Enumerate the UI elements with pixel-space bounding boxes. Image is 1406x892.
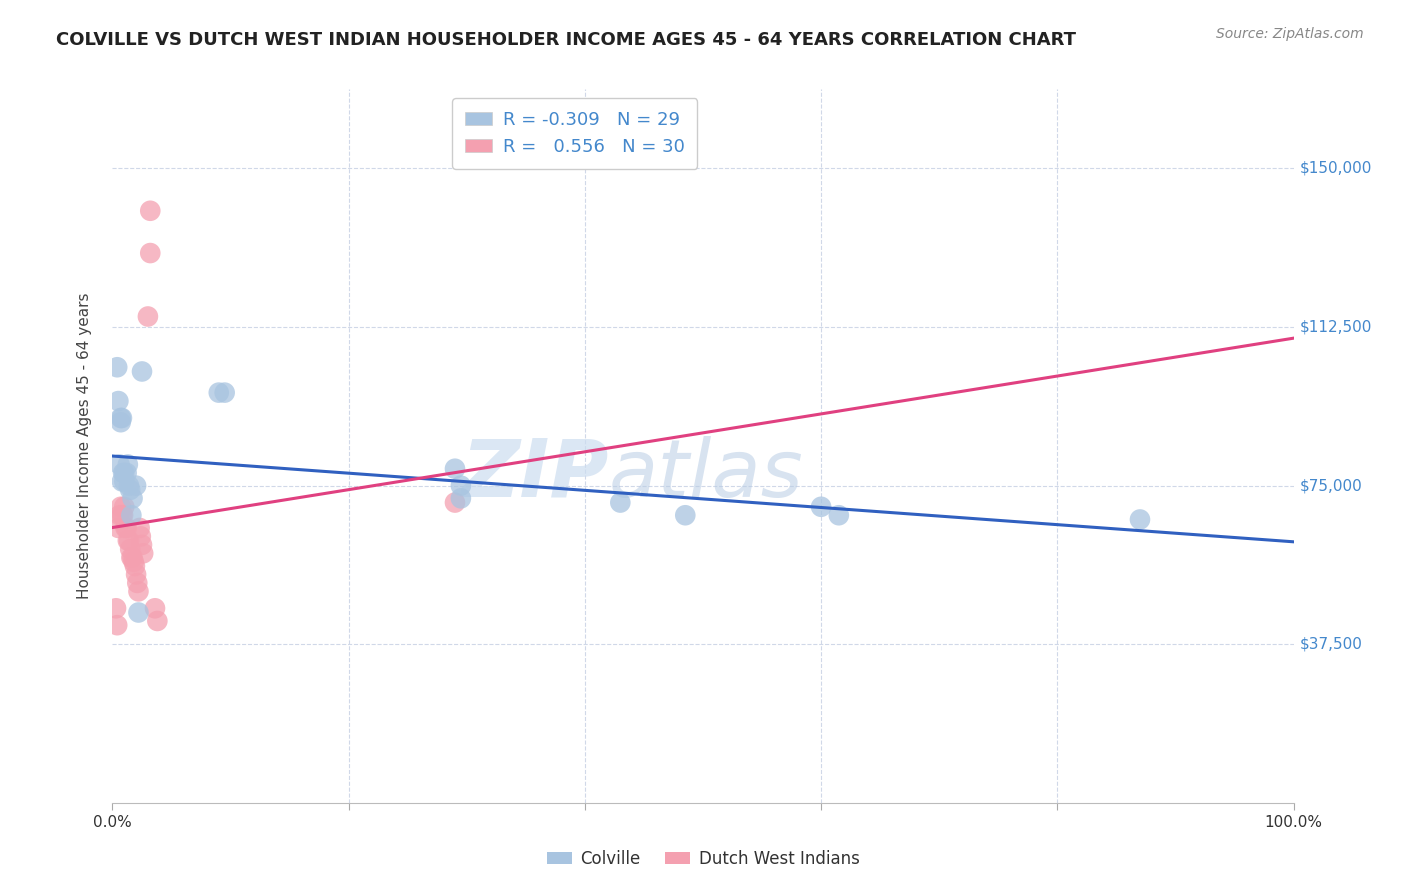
Point	[112, 500, 135, 514]
Point	[111, 475, 134, 489]
Point	[127, 606, 149, 620]
Point	[146, 614, 169, 628]
Point	[107, 394, 129, 409]
Point	[111, 411, 134, 425]
Point	[105, 360, 128, 375]
Point	[609, 495, 631, 509]
Point	[131, 364, 153, 378]
Text: $150,000: $150,000	[1299, 161, 1372, 176]
Point	[112, 466, 135, 480]
Point	[450, 491, 472, 506]
Text: COLVILLE VS DUTCH WEST INDIAN HOUSEHOLDER INCOME AGES 45 - 64 YEARS CORRELATION : COLVILLE VS DUTCH WEST INDIAN HOUSEHOLDE…	[56, 31, 1076, 49]
Point	[112, 475, 135, 489]
Point	[214, 385, 236, 400]
Point	[120, 542, 142, 557]
Point	[120, 483, 142, 497]
Legend: R = -0.309   N = 29, R =   0.556   N = 30: R = -0.309 N = 29, R = 0.556 N = 30	[453, 98, 697, 169]
Point	[128, 521, 150, 535]
Y-axis label: Householder Income Ages 45 - 64 years: Householder Income Ages 45 - 64 years	[77, 293, 91, 599]
Point	[110, 415, 132, 429]
Point	[110, 500, 132, 514]
Point	[112, 508, 135, 523]
Text: $75,000: $75,000	[1299, 478, 1362, 493]
Text: atlas: atlas	[609, 435, 803, 514]
Point	[139, 203, 162, 218]
Point	[120, 508, 142, 523]
Point	[108, 508, 131, 523]
Point	[110, 411, 132, 425]
Point	[208, 385, 231, 400]
Point	[105, 618, 128, 632]
Text: $37,500: $37,500	[1299, 637, 1362, 652]
Point	[810, 500, 832, 514]
Point	[139, 246, 162, 260]
Point	[127, 584, 149, 599]
Point	[129, 529, 152, 543]
Text: Source: ZipAtlas.com: Source: ZipAtlas.com	[1216, 27, 1364, 41]
Point	[444, 461, 467, 475]
Point	[127, 575, 149, 590]
Point	[125, 567, 148, 582]
Legend: Colville, Dutch West Indians: Colville, Dutch West Indians	[540, 844, 866, 875]
Point	[108, 458, 131, 472]
Point	[444, 495, 467, 509]
Point	[105, 601, 128, 615]
Point	[112, 466, 135, 480]
Point	[1129, 512, 1152, 526]
Point	[107, 521, 129, 535]
Point	[124, 559, 146, 574]
Point	[450, 478, 472, 492]
Point	[136, 310, 159, 324]
Point	[121, 550, 143, 565]
Point	[828, 508, 851, 523]
Point	[121, 491, 143, 506]
Point	[132, 546, 155, 560]
Point	[111, 508, 134, 523]
Point	[115, 521, 138, 535]
Point	[118, 533, 141, 548]
Point	[125, 478, 148, 492]
Point	[131, 538, 153, 552]
Point	[115, 466, 138, 480]
Point	[122, 555, 145, 569]
Text: $112,500: $112,500	[1299, 319, 1372, 334]
Point	[118, 478, 141, 492]
Point	[673, 508, 696, 523]
Point	[114, 521, 136, 535]
Point	[117, 458, 139, 472]
Point	[120, 550, 142, 565]
Point	[117, 533, 139, 548]
Text: ZIP: ZIP	[461, 435, 609, 514]
Point	[143, 601, 166, 615]
